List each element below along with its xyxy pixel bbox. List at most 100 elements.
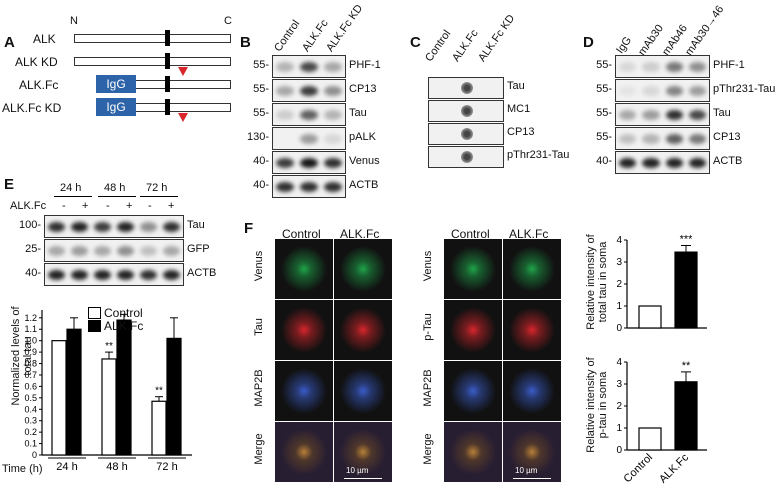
bar-alkfc (116, 319, 132, 456)
y-tick-label: 1.1 (24, 324, 37, 334)
blot-band (276, 109, 294, 120)
time-underline (54, 196, 92, 197)
antibody-label: ACTB (713, 155, 743, 167)
treatment-sign: + (82, 200, 89, 212)
y-tick-label: 0.9 (24, 347, 37, 357)
antibody-label: ACTB (349, 179, 379, 191)
time-label: 48 h (104, 182, 126, 194)
significance-marker: ** (155, 386, 163, 397)
micrograph-row-label: Merge (253, 433, 265, 465)
blot-band (48, 269, 65, 280)
bar-alkfc (66, 328, 82, 456)
micrograph-map2b (274, 360, 334, 422)
blot-band (688, 61, 706, 72)
antibody-label: pThr231-Tau (507, 149, 570, 161)
blot-dot (461, 128, 473, 140)
y-tick-label: 2 (616, 401, 622, 412)
y-tick-label: 3 (616, 379, 622, 390)
blot-band (665, 85, 683, 96)
lane-label: Control (423, 28, 454, 65)
x-category-label: 72 h (156, 461, 177, 473)
antibody-label: ACTB (187, 267, 217, 279)
blot-band (71, 245, 88, 256)
cell-body (503, 239, 561, 299)
mw-marker: 25- (25, 243, 41, 255)
treatment-sign: - (62, 200, 66, 212)
antibody-label: GFP (187, 243, 210, 255)
blot-band (642, 133, 660, 144)
blot-band (619, 157, 637, 168)
micrograph-tau (502, 299, 562, 361)
panel-label-b: B (240, 34, 251, 51)
blot-band (642, 157, 660, 168)
construct-label: ALK.Fc KD (2, 101, 62, 115)
time-label: 72 h (146, 182, 168, 194)
blot-dot (461, 151, 473, 163)
micrograph-map2b (333, 360, 393, 422)
chart-f1-ylabel: Relative intensity of total tau in soma (585, 234, 609, 330)
construct-label: ALK KD (15, 55, 58, 69)
blot-band (48, 221, 65, 232)
antibody-label: Tau (187, 219, 205, 231)
blot-band (276, 157, 294, 168)
mw-marker: 55- (253, 59, 269, 71)
blot-band (94, 269, 111, 280)
panel-label-e: E (4, 176, 15, 193)
significance-marker: ** (682, 360, 691, 372)
igg-domain: IgG (96, 98, 136, 116)
mw-marker: 40- (253, 179, 269, 191)
lane-label: mAb30→46 (683, 3, 727, 59)
panel-label-c: C (410, 34, 421, 51)
blot-band (642, 61, 660, 72)
blot-band (276, 61, 294, 72)
micrograph-tau (443, 299, 503, 361)
blot-band (276, 134, 294, 144)
total-tau-soma-chart: 0 1 2 3 4 *** (616, 234, 707, 334)
blot-band (71, 269, 88, 280)
scale-bar-label: 10 µm (515, 466, 538, 475)
antibody-label: MC1 (507, 103, 531, 115)
bar-control (638, 427, 662, 451)
blot-band (140, 221, 157, 232)
scale-bar-label: 10 µm (346, 466, 369, 475)
lane-label: ALK.Fc (450, 27, 481, 64)
chart-e-ylabel: Normalized levels of total tau (10, 306, 34, 406)
mw-marker: 130- (246, 131, 269, 143)
micrograph-row-label: Venus (253, 250, 265, 282)
antibody-label: pALK (349, 131, 376, 143)
cell-body (444, 300, 502, 360)
blot-band (324, 61, 342, 72)
transmembrane-domain (165, 76, 170, 92)
cell-body (334, 239, 392, 299)
blot-strip (44, 239, 184, 262)
significance-marker: *** (680, 234, 694, 246)
antibody-label: CP13 (507, 126, 535, 138)
blot-band (94, 221, 111, 232)
mw-marker: 40- (25, 267, 41, 279)
cell-body (444, 361, 502, 421)
blot-band (71, 221, 88, 232)
antibody-label: Tau (713, 107, 731, 119)
treatment-sign: + (126, 200, 133, 212)
blot-band (300, 61, 318, 72)
blot-band (665, 157, 683, 168)
y-tick-label: 0 (32, 450, 37, 460)
blot-band (300, 157, 318, 168)
lane-label: ALK.Fc KD (324, 2, 366, 55)
y-tick-label: 0.2 (24, 427, 37, 437)
blot-strip (272, 151, 346, 174)
treatment-sign: - (148, 200, 152, 212)
y-tick-label: 0 (616, 323, 622, 334)
micrograph-venus (443, 238, 503, 300)
blot-band (300, 85, 318, 96)
chart-f2-ylabel: Relative intensity of p-tau in soma (585, 357, 609, 453)
y-tick-label: 0.3 (24, 416, 37, 426)
panel-label-a: A (4, 34, 15, 51)
cell-body (275, 300, 333, 360)
mw-marker: 55- (596, 83, 612, 95)
bar-alkfc (166, 337, 182, 456)
y-tick-label: 0.5 (24, 393, 37, 403)
blot-band (276, 85, 294, 96)
blot-band (688, 109, 706, 120)
treatment-sign: - (106, 200, 110, 212)
